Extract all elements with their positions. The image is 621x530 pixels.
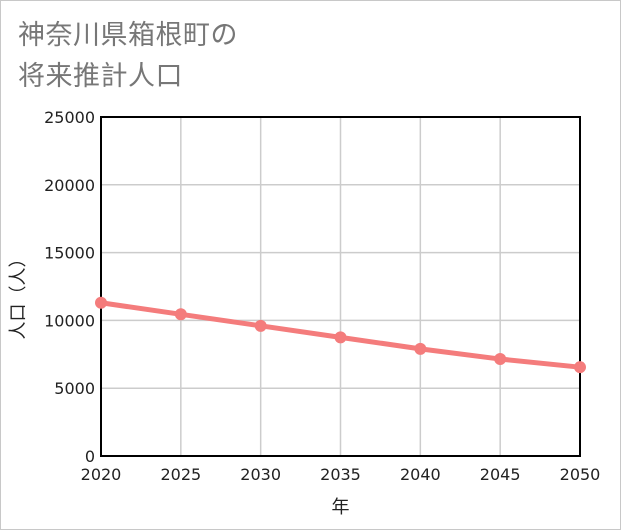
- y-tick-label: 25000: [44, 108, 95, 127]
- y-tick-label: 5000: [54, 379, 95, 398]
- data-point: [334, 331, 347, 344]
- grid-lines: [100, 116, 581, 457]
- chart-title-line-1: 神奈川県箱根町の: [18, 20, 238, 51]
- x-tick-label: 2045: [480, 465, 521, 484]
- chart-title-line-2: 将来推計人口: [18, 61, 183, 92]
- x-axis-label: 年: [332, 497, 350, 518]
- y-tick-label: 20000: [44, 176, 95, 195]
- plot-area-border: [100, 116, 581, 457]
- y-tick-label: 0: [85, 447, 95, 466]
- y-axis-ticks: 0 5000 10000 15000 20000 25000: [44, 108, 95, 466]
- data-point: [174, 308, 187, 321]
- data-point: [574, 361, 586, 374]
- x-axis-ticks: 2020 2025 2030 2035 2040 2045 2050: [81, 465, 601, 484]
- x-tick-label: 2030: [240, 465, 281, 484]
- y-tick-label: 15000: [44, 244, 95, 263]
- x-tick-label: 2050: [560, 465, 601, 484]
- chart-title: 神奈川県箱根町の 将来推計人口: [18, 15, 238, 97]
- x-tick-label: 2035: [320, 465, 361, 484]
- y-axis-label: 人口（人）: [8, 250, 29, 340]
- x-tick-label: 2020: [81, 465, 122, 484]
- data-point: [414, 342, 427, 355]
- y-tick-label: 10000: [44, 311, 95, 330]
- series-group: [95, 296, 586, 374]
- data-point: [95, 296, 107, 309]
- data-point: [494, 353, 507, 366]
- x-tick-label: 2025: [160, 465, 201, 484]
- data-point: [254, 319, 267, 332]
- x-tick-label: 2040: [400, 465, 441, 484]
